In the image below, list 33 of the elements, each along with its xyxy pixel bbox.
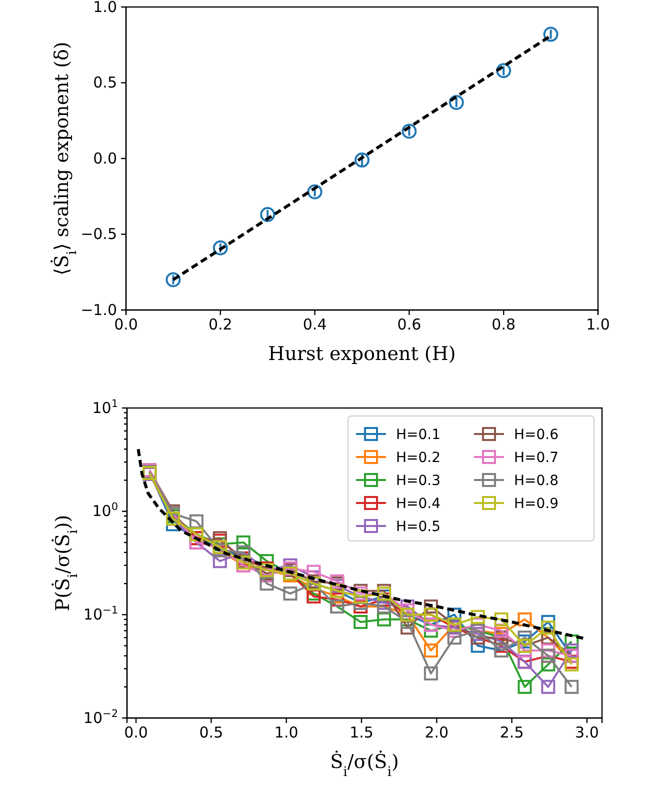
x-tick-label: 2.5 <box>500 724 524 742</box>
legend-label: H=0.8 <box>514 472 559 489</box>
x-tick-label: 2.0 <box>424 724 449 742</box>
x-tick-label: 0.5 <box>199 724 224 742</box>
y-tick-label: −0.5 <box>80 225 117 244</box>
y-tick-label: −1.0 <box>80 300 117 319</box>
legend-label: H=0.9 <box>514 496 559 512</box>
legend-label: H=0.3 <box>396 472 441 489</box>
x-tick-label: 0.4 <box>302 316 327 334</box>
legend-label: H=0.5 <box>396 518 441 535</box>
y-tick-label: 10$^{1}$ <box>92 398 118 417</box>
x-tick-label: 3.0 <box>575 724 599 742</box>
x-axis-title: Hurst exponent (H) <box>268 343 456 365</box>
x-tick-label: 1.0 <box>586 316 610 334</box>
x-tick-label: 0.0 <box>114 316 138 334</box>
legend-label: H=0.6 <box>514 426 559 443</box>
y-tick-label: 10$^{−2}$ <box>83 708 118 727</box>
x-tick-label: 0.2 <box>208 316 232 334</box>
x-tick-label: 1.5 <box>350 724 374 742</box>
x-tick-label: 1.0 <box>274 724 298 742</box>
y-tick-label: 1.0 <box>93 0 117 16</box>
x-tick-label: 0.8 <box>492 316 516 334</box>
x-tick-label: 0.6 <box>397 316 422 334</box>
y-tick-label: 10$^{−1}$ <box>83 604 118 624</box>
legend-label: H=0.1 <box>396 426 441 443</box>
y-tick-label: 0.0 <box>93 149 117 168</box>
legend-label: H=0.2 <box>396 450 441 466</box>
x-axis-title: Ṡ$_{i}$/σ(Ṡ$_{i}$) <box>330 750 399 780</box>
legend-label: H=0.7 <box>514 450 559 466</box>
x-tick-label: 0.0 <box>124 724 148 742</box>
y-tick-label: 0.5 <box>93 74 117 92</box>
y-tick-label: 10$^{0}$ <box>92 501 118 520</box>
legend-label: H=0.4 <box>396 496 441 512</box>
